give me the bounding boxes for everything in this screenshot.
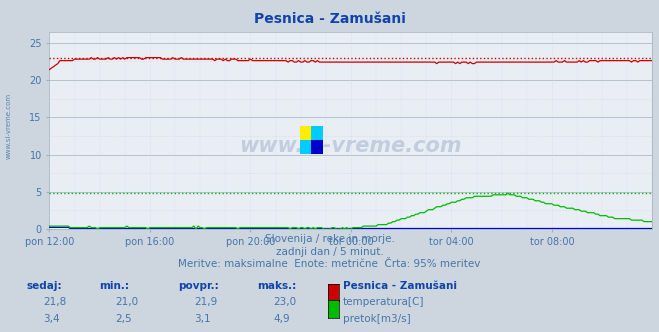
Text: povpr.:: povpr.: <box>178 281 219 290</box>
Text: 4,9: 4,9 <box>273 314 290 324</box>
Text: 2,5: 2,5 <box>115 314 132 324</box>
Text: maks.:: maks.: <box>257 281 297 290</box>
Text: Slovenija / reke in morje.: Slovenija / reke in morje. <box>264 234 395 244</box>
Text: 21,9: 21,9 <box>194 297 217 307</box>
Text: Meritve: maksimalne  Enote: metrične  Črta: 95% meritev: Meritve: maksimalne Enote: metrične Črta… <box>179 259 480 269</box>
Text: Pesnica - Zamušani: Pesnica - Zamušani <box>343 281 457 290</box>
Text: zadnji dan / 5 minut.: zadnji dan / 5 minut. <box>275 247 384 257</box>
Text: 21,8: 21,8 <box>43 297 66 307</box>
Bar <box>312 140 323 154</box>
Text: temperatura[C]: temperatura[C] <box>343 297 424 307</box>
Text: pretok[m3/s]: pretok[m3/s] <box>343 314 411 324</box>
Bar <box>312 126 323 140</box>
Bar <box>300 140 312 154</box>
Text: www.si-vreme.com: www.si-vreme.com <box>5 93 12 159</box>
Text: 21,0: 21,0 <box>115 297 138 307</box>
Text: Pesnica - Zamušani: Pesnica - Zamušani <box>254 12 405 26</box>
Text: 3,4: 3,4 <box>43 314 59 324</box>
Bar <box>300 126 312 140</box>
Text: min.:: min.: <box>99 281 129 290</box>
Text: sedaj:: sedaj: <box>26 281 62 290</box>
Text: 23,0: 23,0 <box>273 297 297 307</box>
Text: www.si-vreme.com: www.si-vreme.com <box>240 136 462 156</box>
Text: 3,1: 3,1 <box>194 314 211 324</box>
